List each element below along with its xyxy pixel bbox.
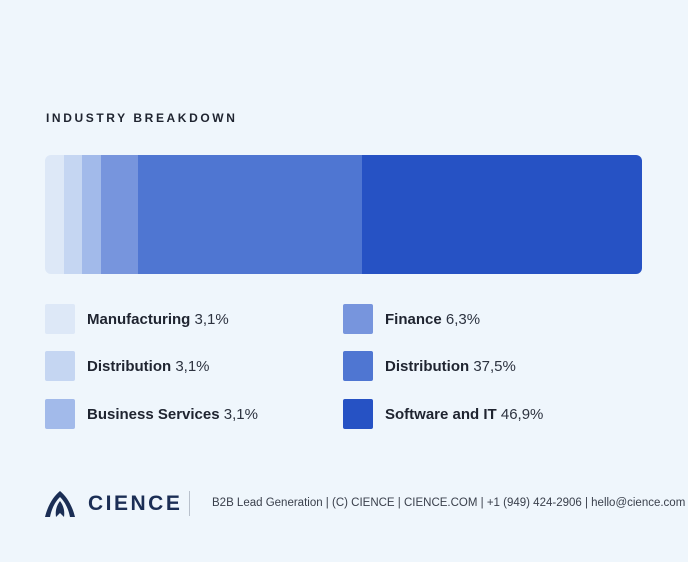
legend-item: Software and IT 46,9%	[343, 399, 543, 429]
legend-swatch	[45, 399, 75, 429]
legend-item: Finance 6,3%	[343, 304, 480, 334]
footer-contact-text: B2B Lead Generation | (C) CIENCE | CIENC…	[212, 497, 686, 509]
legend-swatch	[343, 399, 373, 429]
legend-label: Finance	[385, 310, 442, 328]
logo-wordmark: CIENCE	[88, 492, 183, 515]
legend-swatch	[45, 304, 75, 334]
legend-item: Manufacturing 3,1%	[45, 304, 229, 334]
cience-logo-icon	[45, 491, 75, 517]
legend-label: Business Services	[87, 405, 220, 423]
legend-label: Distribution	[87, 357, 172, 375]
legend-label: Distribution	[385, 357, 470, 375]
legend-item: Business Services 3,1%	[45, 399, 258, 429]
chart-title: INDUSTRY BREAKDOWN	[46, 111, 238, 125]
bar-segment-3	[82, 155, 101, 274]
bar-segment-2	[63, 155, 82, 274]
stacked-bar	[45, 155, 642, 274]
legend-value: 3,1%	[219, 405, 258, 423]
legend-label: Software and IT	[385, 405, 497, 423]
legend-value: 37,5%	[469, 357, 516, 375]
legend-value: 46,9%	[496, 405, 544, 423]
bar-segment-4	[100, 155, 139, 274]
legend-item: Distribution 3,1%	[45, 351, 210, 381]
bar-segment-6	[361, 155, 642, 274]
legend-value: 3,1%	[171, 357, 210, 375]
legend-swatch	[343, 304, 373, 334]
legend-value: 3,1%	[190, 310, 229, 328]
legend-value: 6,3%	[441, 310, 481, 328]
legend-swatch	[45, 351, 75, 381]
legend-swatch	[343, 351, 373, 381]
legend-label: Manufacturing	[87, 310, 191, 328]
bar-segment-1	[45, 155, 64, 274]
footer-divider	[189, 491, 190, 516]
cience-logo[interactable]: CIENCE	[42, 488, 182, 520]
bar-segment-5	[138, 155, 362, 274]
legend-item: Distribution 37,5%	[343, 351, 516, 381]
